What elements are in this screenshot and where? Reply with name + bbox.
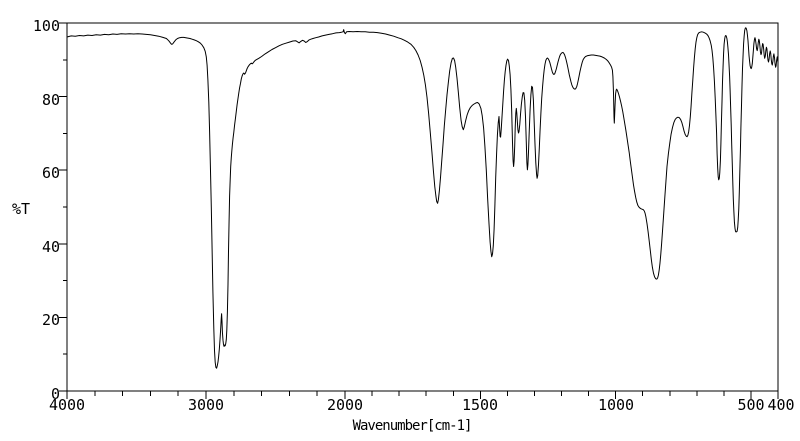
- plot-border: [66, 22, 779, 392]
- y-tick-label-100: 100: [32, 17, 60, 35]
- x-tick-label-3000: 3000: [187, 396, 225, 414]
- y-tick-label-60: 60: [41, 164, 60, 182]
- x-tick-label-1000: 1000: [597, 396, 635, 414]
- y-tick-label-80: 80: [41, 91, 60, 109]
- x-tick-label-1500: 1500: [461, 396, 499, 414]
- x-axis-title: Wavenumber[cm-1]: [352, 418, 473, 434]
- x-tick-label-400: 400: [767, 396, 795, 414]
- x-tick-label-2000: 2000: [326, 396, 364, 414]
- y-tick-label-20: 20: [41, 311, 60, 329]
- x-tick-label-4000: 4000: [48, 396, 86, 414]
- y-tick-label-0: 0: [50, 385, 60, 403]
- x-tick-label-500: 500: [737, 396, 765, 414]
- spectrum-trace: [66, 27, 779, 369]
- y-tick-label-40: 40: [41, 238, 60, 256]
- y-axis-title: %T: [12, 200, 31, 218]
